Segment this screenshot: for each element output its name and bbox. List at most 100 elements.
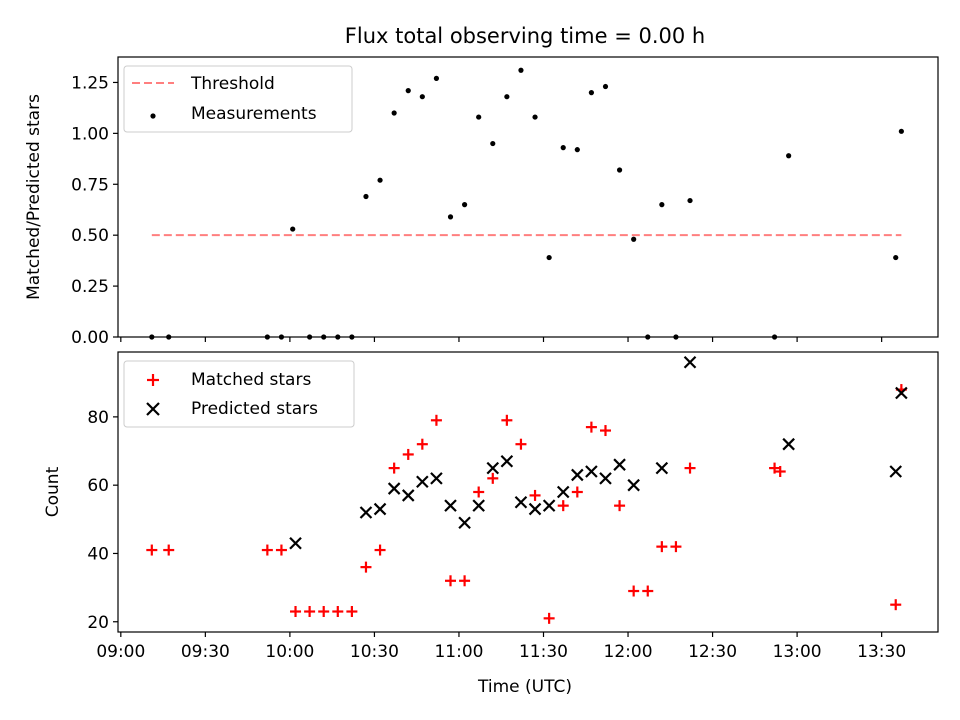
predicted-star-point <box>416 475 429 489</box>
top-legend: Threshold Measurements <box>123 65 353 133</box>
matched-star-point <box>571 486 583 498</box>
measurement-point <box>290 226 296 232</box>
measurements-legend-label: Measurements <box>191 104 317 124</box>
bottom-x-tick-label: 10:00 <box>265 642 314 662</box>
predicted-star-point <box>571 468 584 482</box>
predicted-star-point <box>655 461 669 475</box>
bottom-x-tick-label: 09:00 <box>96 642 145 662</box>
bottom-x-tick-label: 11:30 <box>519 642 568 662</box>
measurement-point <box>377 177 383 183</box>
predicted-star-point <box>599 472 612 485</box>
predicted-star-point <box>430 472 443 485</box>
matched-star-point <box>684 462 696 474</box>
predicted-star-point <box>683 355 697 369</box>
matched-star-point <box>515 438 527 450</box>
matched-star-point <box>774 466 786 478</box>
matched-star-point <box>402 448 414 460</box>
predicted-star-point <box>289 536 302 550</box>
bottom-y-tick-label: 80 <box>87 408 109 428</box>
predicted-star-point <box>514 495 528 509</box>
bottom-legend-box <box>123 360 355 428</box>
matched-star-point <box>445 575 457 587</box>
bottom-y-tick-label: 60 <box>87 476 109 496</box>
predicted-star-point <box>387 482 401 495</box>
matched-star-point <box>656 541 668 553</box>
predicted-star-point <box>528 502 542 516</box>
bottom-y-axis-label: Count <box>43 466 63 517</box>
matched-star-point <box>318 606 330 618</box>
matched-star-point <box>459 575 471 587</box>
bottom-x-tick-label: 13:30 <box>857 642 906 662</box>
matched-star-point <box>146 544 158 556</box>
bottom-legend: Matched stars Predicted stars <box>123 360 355 428</box>
bottom-y-tick-label: 40 <box>87 544 109 564</box>
bottom-x-axis-label: Time (UTC) <box>477 677 572 697</box>
measurement-point <box>532 114 538 120</box>
bottom-y-axis: 20 40 60 80 <box>87 408 118 633</box>
matched-star-point <box>599 425 611 437</box>
predicted-star-point <box>627 478 640 492</box>
measurements-legend-swatch <box>150 113 156 119</box>
measurement-point <box>574 147 580 153</box>
measurement-point <box>898 128 904 134</box>
matched-star-point <box>261 544 273 556</box>
measurement-point <box>631 236 637 242</box>
measurement-point <box>518 67 524 73</box>
top-y-axis: 0.00 0.25 0.50 0.75 1.00 1.25 <box>71 73 118 348</box>
matched-star-point <box>374 544 386 556</box>
top-legend-box <box>123 65 353 133</box>
measurement-point <box>447 214 454 220</box>
measurement-point <box>786 153 792 159</box>
predicted-star-point <box>444 499 457 512</box>
chart-title: Flux total observing time = 0.00 h <box>345 24 705 48</box>
top-x-axis-ticks <box>120 337 883 342</box>
predicted-star-point <box>585 465 598 478</box>
matched-star-point <box>388 462 400 474</box>
matched-star-point <box>614 500 626 512</box>
predicted-star-point <box>500 454 514 468</box>
predicted-star-point <box>458 516 471 530</box>
bottom-x-axis: 09:00 09:30 10:00 10:30 11:00 11:30 12:00 12:30… <box>96 632 906 662</box>
measurement-point <box>461 202 468 208</box>
predicted-star-point <box>359 506 373 519</box>
matched-star-point <box>529 489 541 501</box>
top-y-tick-label: 1.25 <box>71 73 109 93</box>
bottom-x-tick-label: 12:30 <box>688 642 737 662</box>
top-y-tick-label: 0.50 <box>71 226 109 246</box>
measurement-point <box>602 83 609 90</box>
predicted-star-point <box>613 458 626 471</box>
measurement-point <box>659 202 665 208</box>
measurement-point <box>419 94 425 100</box>
predicted-star-point <box>373 502 387 516</box>
predicted-star-point <box>486 461 500 475</box>
matched-star-point <box>642 585 654 597</box>
bottom-x-tick-label: 09:30 <box>181 642 230 662</box>
predicted-star-point <box>782 437 795 451</box>
matched-star-point <box>769 462 781 474</box>
bottom-x-tick-label: 11:00 <box>434 642 483 662</box>
top-y-tick-label: 1.00 <box>71 124 109 144</box>
predicted-star-point <box>401 489 415 502</box>
matched-star-point <box>628 585 640 597</box>
matched-star-point <box>473 486 485 498</box>
predicted-legend-swatch <box>146 402 160 416</box>
measurement-point <box>546 254 552 261</box>
measurement-point <box>363 193 369 200</box>
measurement-point <box>893 254 899 261</box>
matched-star-point <box>290 606 302 618</box>
matched-star-point <box>304 606 316 618</box>
top-panel: Flux total observing time = 0.00 h 0.000… <box>24 24 939 348</box>
bottom-series <box>146 355 908 624</box>
bottom-panel: 20 40 60 80 09:00 09:30 10:00 10:30 11:00 11:30 1… <box>43 351 939 697</box>
bottom-x-tick-label: 13:00 <box>773 642 822 662</box>
bottom-y-tick-label: 20 <box>87 613 109 633</box>
bottom-plot-frame <box>117 351 939 633</box>
measurement-point <box>405 88 411 94</box>
measurement-point <box>616 167 623 173</box>
matched-star-point <box>430 414 442 426</box>
matched-star-point <box>585 421 597 433</box>
matched-star-point <box>890 599 902 611</box>
matched-legend-swatch <box>147 374 159 386</box>
matched-star-point <box>163 544 175 556</box>
